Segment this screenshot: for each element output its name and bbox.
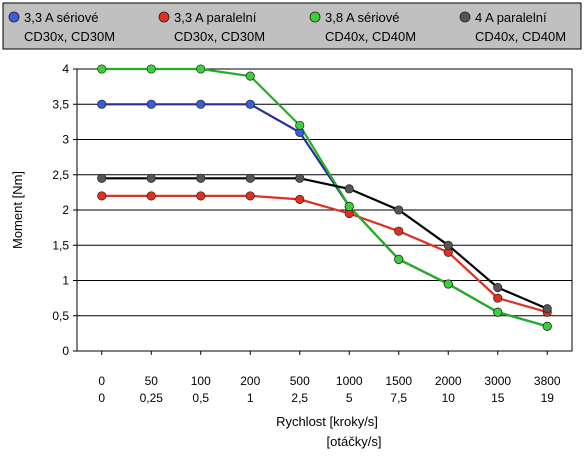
legend: 3,3 A sériové CD30x, CD30M 3,3 A paralelní… <box>2 2 582 50</box>
series-3-point <box>443 279 453 289</box>
legend-marker-1 <box>8 11 20 23</box>
series-2-point <box>97 191 107 201</box>
y-tick-label: 4 <box>62 62 69 76</box>
x-tick-label-2: 5 <box>346 391 353 405</box>
x-tick-label-2: 0 <box>98 391 105 405</box>
x-tick-label-2: 0,5 <box>192 391 209 405</box>
series-3-point <box>344 201 354 212</box>
x-tick-label: 200 <box>240 374 260 388</box>
series-4-point <box>394 205 404 215</box>
series-4-point <box>146 173 156 183</box>
legend-box <box>2 2 582 50</box>
x-tick-label-2: 15 <box>491 391 505 405</box>
y-tick-label: 3 <box>62 133 69 147</box>
series-line-3 <box>101 67 548 328</box>
y-tick-label: 3,5 <box>52 97 69 111</box>
series-4-point <box>245 173 255 183</box>
x-tick-label: 100 <box>191 374 211 388</box>
legend-label-4: 4 A paralelní <box>475 10 547 25</box>
x-tick-label: 50 <box>145 374 159 388</box>
x-tick-label-2: 0,25 <box>140 391 164 405</box>
series-3-point <box>542 321 552 331</box>
series-3-point <box>245 71 255 81</box>
x-tick-label: 1500 <box>385 374 412 388</box>
series-4-point <box>295 173 305 183</box>
series-line-4 <box>101 177 548 310</box>
series-3-point <box>146 64 156 74</box>
series-4-point <box>493 282 503 293</box>
series-1-point <box>146 99 156 109</box>
series-lines <box>101 67 548 328</box>
series-4-point <box>542 304 552 314</box>
x-tick-label: 3000 <box>484 374 511 388</box>
series-2-point <box>295 194 305 204</box>
series-4-point <box>97 173 107 183</box>
x-tick-label-2: 7,5 <box>390 391 407 405</box>
series-4-point <box>443 240 453 250</box>
x-tick-label: 2000 <box>435 374 462 388</box>
x-axis-ticks: 00500,251000,520015002,51000515007,52000… <box>98 351 561 405</box>
x-axis-title: Rychlost [kroky/s] <box>276 414 378 429</box>
y-tick-label: 1,5 <box>52 238 69 252</box>
y-tick-label: 0 <box>62 344 69 358</box>
x-tick-label-2: 2,5 <box>291 391 308 405</box>
legend-sublabel-1: CD30x, CD30M <box>24 29 115 44</box>
series-2-point <box>146 191 156 201</box>
y-tick-label: 2 <box>62 203 69 217</box>
legend-label-3: 3,8 A sériové <box>325 10 399 25</box>
legend-marker-3 <box>309 11 321 23</box>
series-3-point <box>493 307 503 317</box>
series-2-point <box>493 293 503 303</box>
series-1-point <box>196 99 206 109</box>
series-3-point <box>394 254 404 264</box>
series-2-point <box>196 191 206 201</box>
series-1-point <box>245 99 255 109</box>
x-tick-label: 0 <box>98 374 105 388</box>
series-3-point <box>295 120 305 130</box>
legend-sublabel-3: CD40x, CD40M <box>325 29 416 44</box>
series-2-point <box>394 226 404 236</box>
x-tick-label: 1000 <box>336 374 363 388</box>
legend-sublabel-4: CD40x, CD40M <box>475 29 566 44</box>
y-axis-title: Moment [Nm] <box>10 171 25 249</box>
legend-marker-4 <box>459 11 471 23</box>
series-points <box>97 64 552 331</box>
series-4-point <box>344 184 354 194</box>
y-tick-label: 0,5 <box>52 309 69 323</box>
legend-marker-2 <box>158 11 170 23</box>
x-tick-label-2: 1 <box>247 391 254 405</box>
x-axis-title-2: [otáčky/s] <box>327 434 382 449</box>
y-tick-label: 2,5 <box>52 168 69 182</box>
legend-label-1: 3,3 A sériové <box>24 10 98 25</box>
x-tick-label: 500 <box>290 374 310 388</box>
legend-sublabel-2: CD30x, CD30M <box>174 29 265 44</box>
series-1-point <box>97 99 107 109</box>
series-2-point <box>245 191 255 201</box>
x-tick-label-2: 19 <box>541 391 555 405</box>
series-3-point <box>196 64 206 74</box>
legend-label-2: 3,3 A paralelní <box>174 10 257 25</box>
series-line-2 <box>101 194 548 314</box>
x-tick-label-2: 10 <box>442 391 456 405</box>
series-3-point <box>97 64 107 74</box>
y-axis-ticks: 0 0,5 1 1,5 2 2,5 3 3,5 4 <box>52 62 69 358</box>
series-4-point <box>196 173 206 183</box>
y-tick-label: 1 <box>62 274 69 288</box>
x-tick-label: 3800 <box>534 374 561 388</box>
